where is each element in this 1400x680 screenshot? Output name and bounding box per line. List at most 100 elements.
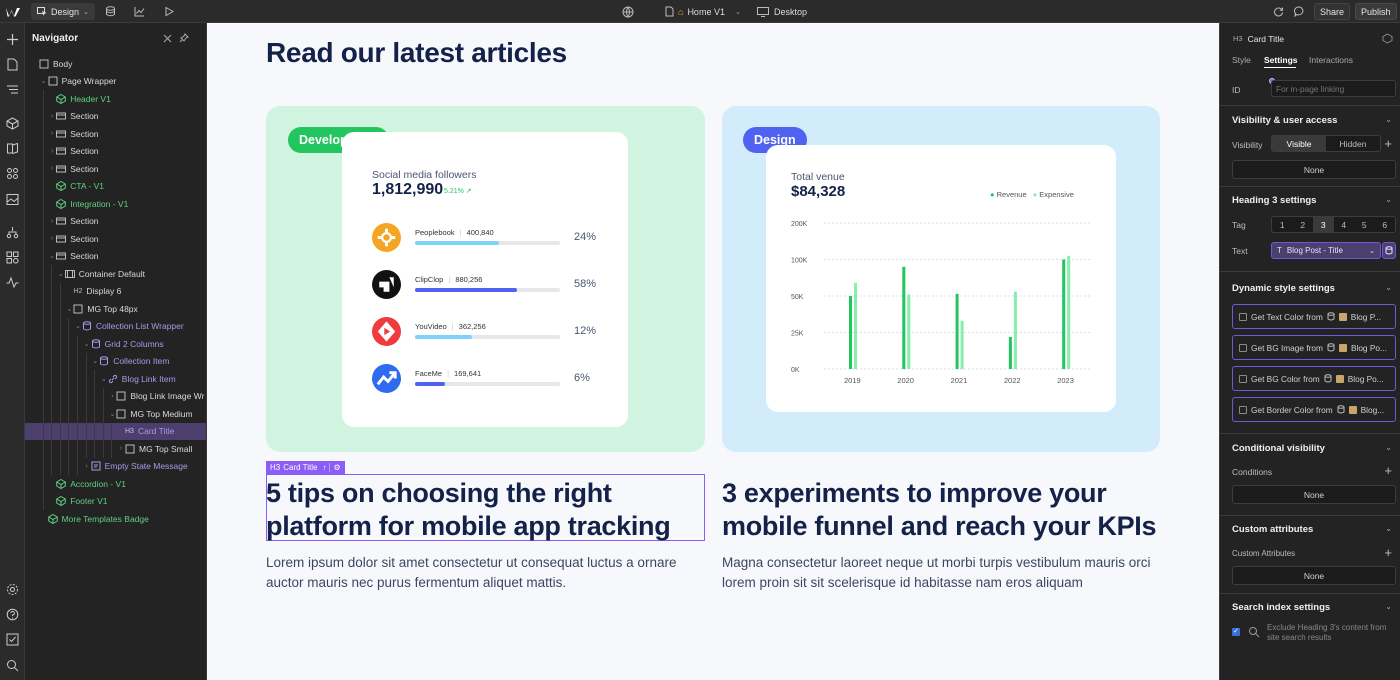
navigator-item[interactable]: ⌄ Container Default [25,265,206,283]
analytics-button[interactable] [134,0,145,23]
add-visibility-icon[interactable]: + [1384,136,1392,151]
navigator-item[interactable]: Body [25,55,206,73]
navigator-item[interactable]: ⌄ Section [25,247,206,265]
dynamic-style-row[interactable]: Get BG Color from Blog Po... [1232,366,1396,391]
navigator-item[interactable]: ⌄ Collection Item [25,352,206,370]
chevron-down-icon[interactable]: ⌄ [40,78,47,86]
breakpoint-selector[interactable]: Desktop [757,0,807,23]
card-title-2[interactable]: 3 experiments to improve your mobile fun… [722,478,1157,541]
navigator-item[interactable]: Accordion - V1 [25,475,206,493]
navigator-item[interactable]: More Templates Badge [25,510,206,528]
navigator-icon[interactable] [6,83,19,96]
collapse-icon[interactable] [163,34,172,43]
dynamic-style-checkbox[interactable] [1239,312,1247,321]
cms-binding-button[interactable] [1382,242,1396,259]
navigator-item[interactable]: › Section [25,142,206,160]
navigator-item[interactable]: ⌄ MG Top Medium [25,405,206,423]
navigator-item[interactable]: › Section [25,212,206,230]
visibility-none[interactable]: None [1232,160,1396,179]
chevron-right-icon[interactable]: › [51,235,54,243]
chevron-right-icon[interactable]: › [51,165,54,173]
audit-icon[interactable] [6,276,19,289]
navigator-item[interactable]: Footer V1 [25,492,206,510]
logic-icon[interactable] [6,226,19,239]
navigator-item[interactable]: › Section [25,125,206,143]
tab-settings[interactable]: Settings [1264,55,1298,65]
hidden-option[interactable]: Hidden [1339,138,1367,149]
apps-icon[interactable] [6,251,19,264]
navigator-item[interactable]: › MG Top Small [25,440,206,458]
add-icon[interactable] [6,33,19,46]
navigator-item[interactable]: ⌄ MG Top 48px [25,300,206,318]
navigator-item[interactable]: ⌄ Page Wrapper [25,73,206,91]
chevron-right-icon[interactable]: › [119,445,123,453]
settings-gear-icon[interactable] [6,583,19,596]
variables-icon[interactable] [6,142,19,155]
dynamic-style-row[interactable]: Get Text Color from Blog P... [1232,304,1396,329]
chevron-right-icon[interactable]: › [85,462,88,470]
id-input[interactable] [1271,80,1396,97]
heading-section-title[interactable]: Heading 3 settings [1232,195,1317,206]
checklist-icon[interactable] [6,633,19,646]
search-icon[interactable] [6,659,19,672]
visibility-toggle[interactable]: Visible Hidden [1271,135,1381,152]
preview-button[interactable] [164,0,174,23]
search-section-title[interactable]: Search index settings [1232,602,1331,613]
exclude-search-checkbox[interactable]: ✓ [1232,628,1240,636]
chevron-down-icon[interactable]: ⌄ [75,323,81,331]
navigator-item[interactable]: CTA - V1 [25,177,206,195]
pages-icon[interactable] [6,58,19,71]
chevron-down-icon[interactable]: ⌄ [1385,443,1392,452]
tag-option-h2[interactable]: 2 [1300,219,1306,230]
navigator-item[interactable]: ⌄ Blog Link Item [25,370,206,388]
chevron-down-icon[interactable]: ⌄ [1385,283,1392,292]
navigator-item[interactable]: › Section [25,230,206,248]
card-text-1[interactable]: Lorem ipsum dolor sit amet consectetur u… [266,555,677,590]
page-selector[interactable]: ⌂ Home V1 ⌄ [665,0,741,23]
help-icon[interactable] [6,608,19,621]
custom-none[interactable]: None [1232,566,1396,585]
navigator-item[interactable]: › Section [25,107,206,125]
mode-dropdown[interactable]: Design ⌄ [31,3,95,20]
chevron-right-icon[interactable]: › [51,147,54,155]
chevron-down-icon[interactable]: ⌄ [109,410,116,418]
arrow-up-icon[interactable]: ↑ [322,463,327,472]
chevron-down-icon[interactable]: ⌄ [1385,195,1392,204]
tag-option-h5[interactable]: 5 [1361,219,1367,230]
chevron-right-icon[interactable]: › [51,217,54,225]
tab-interactions[interactable]: Interactions [1309,55,1353,65]
tag-option-h1[interactable]: 1 [1279,219,1285,230]
navigator-item[interactable]: H3 Card Title [25,422,206,440]
pin-icon[interactable] [179,33,189,43]
design-canvas[interactable]: Read our latest articles Development Soc… [207,23,1219,680]
conditional-section-title[interactable]: Conditional visibility [1232,443,1325,454]
blog-card-image-design[interactable]: Design Total venue $84,328 ● Revenue ● E… [722,106,1160,452]
text-source-dropdown[interactable]: T Blog Post - Title ⌄ [1271,242,1381,259]
navigator-item[interactable]: ⌄ Grid 2 Columns [25,335,206,353]
comments-button[interactable] [1294,0,1305,23]
assets-icon[interactable] [6,193,19,206]
conditions-none[interactable]: None [1232,485,1396,504]
chevron-down-icon[interactable]: ⌄ [1385,602,1392,611]
components-icon[interactable] [6,117,19,130]
add-attribute-icon[interactable]: + [1384,545,1392,560]
navigator-item[interactable]: › Empty State Message [25,457,206,475]
selection-badge[interactable]: H3 Card Title ↑ ⚙ [266,461,345,474]
gear-icon[interactable]: ⚙ [329,463,341,472]
chevron-down-icon[interactable]: ⌄ [83,340,90,348]
share-button[interactable]: Share [1314,3,1351,20]
globe-button[interactable] [622,0,634,23]
chevron-right-icon[interactable]: › [51,112,54,120]
style-selectors-icon[interactable] [6,167,19,180]
chevron-down-icon[interactable]: ⌄ [1385,524,1392,533]
chevron-down-icon[interactable]: ⌄ [66,305,73,313]
tab-style[interactable]: Style [1232,55,1251,65]
blog-card-image-development[interactable]: Development Social media followers 1,812… [266,106,705,452]
tag-option-h4[interactable]: 4 [1341,219,1347,230]
component-icon[interactable] [1382,33,1393,44]
publish-button[interactable]: Publish [1355,3,1397,20]
chevron-down-icon[interactable]: ⌄ [57,270,64,278]
navigator-item[interactable]: H2 Display 6 [25,282,206,300]
chevron-down-icon[interactable]: ⌄ [49,253,56,261]
